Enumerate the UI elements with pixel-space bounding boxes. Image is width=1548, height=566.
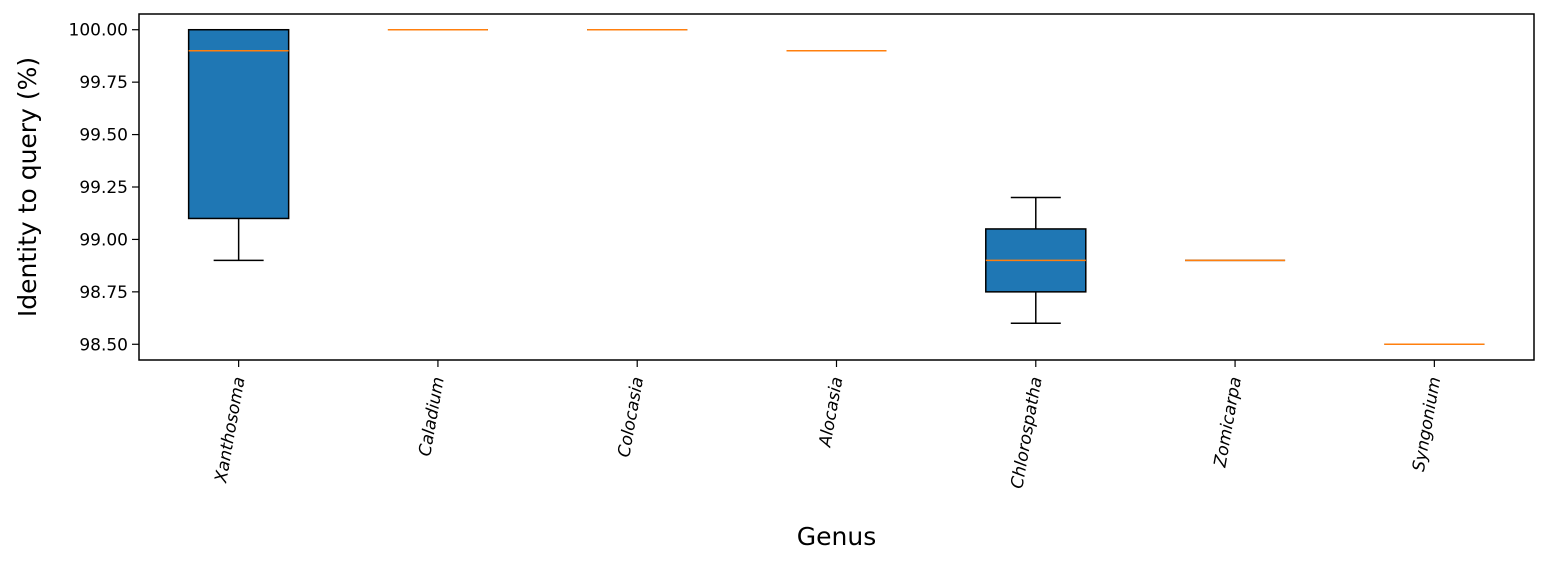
- box-xanthosoma: [187, 28, 290, 262]
- x-tick-label: Caladium: [415, 375, 449, 458]
- x-axis-label: Genus: [797, 522, 876, 551]
- y-axis-label: Identity to query (%): [13, 57, 42, 317]
- y-tick-label: 99.00: [79, 230, 128, 250]
- y-tick-label: 99.75: [79, 73, 128, 93]
- x-tick-label: Chlorospatha: [1007, 375, 1046, 490]
- plot-area: [187, 28, 1485, 346]
- x-tick-label: Zomicarpa: [1210, 375, 1246, 469]
- y-tick-label: 98.50: [79, 335, 128, 355]
- y-tick-label: 98.75: [79, 283, 128, 303]
- x-tick-label: Syngonium: [1409, 375, 1445, 473]
- y-tick-label: 100.00: [69, 21, 128, 41]
- y-tick-label: 99.50: [79, 126, 128, 146]
- y-tick-label: 99.25: [79, 178, 128, 198]
- y-axis-ticks: 98.50 98.75 99.00 99.25 99.50 99.75 100.00: [69, 21, 139, 355]
- axes-frame: [138, 13, 1535, 361]
- box-chlorospatha: [985, 196, 1087, 325]
- x-tick-label: Xanthosoma: [211, 375, 249, 485]
- x-tick-label: Colocasia: [614, 375, 648, 458]
- x-axis-ticks: Xanthosoma Caladium Colocasia Alocasia Chlor…: [211, 360, 1445, 490]
- iqr-box: [187, 28, 290, 220]
- x-tick-label: Alocasia: [815, 375, 847, 449]
